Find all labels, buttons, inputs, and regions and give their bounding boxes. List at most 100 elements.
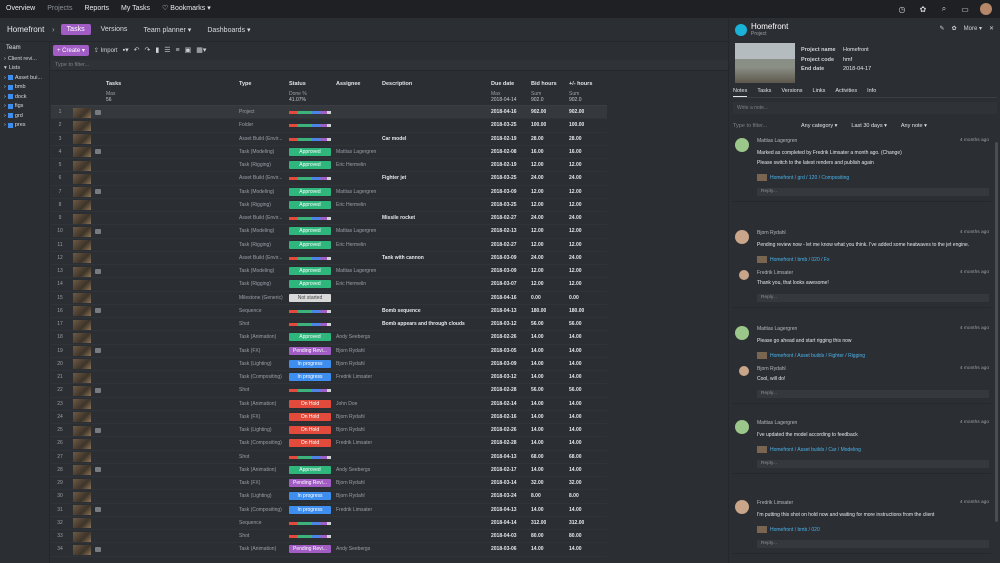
reply-input[interactable]: Reply... <box>757 188 989 196</box>
status-badge[interactable]: Approved <box>289 187 331 196</box>
due-date-cell[interactable]: 2018-03-07 <box>491 281 517 288</box>
due-date-cell[interactable]: 2018-03-05 <box>491 347 517 354</box>
tab-activities[interactable]: Activities <box>835 88 858 94</box>
bid-hours-cell[interactable]: 24.00 <box>531 215 544 221</box>
assignee-cell[interactable]: Fredrik Limsater <box>336 440 373 447</box>
assignee-cell[interactable]: Bjorn Rydahl <box>336 413 365 420</box>
due-date-cell[interactable]: 2018-04-13 <box>491 307 517 314</box>
outdent-icon[interactable]: ≡ <box>175 46 180 54</box>
description-cell[interactable]: Bomb appears and through clouds <box>382 321 465 327</box>
status-badge[interactable]: In progress <box>289 492 331 501</box>
status-badge[interactable]: Approved <box>289 161 331 169</box>
user-avatar[interactable] <box>980 3 992 15</box>
col-tasks[interactable]: Tasks <box>106 81 122 87</box>
sidebar-item-bmb[interactable]: › bmb <box>0 83 49 93</box>
table-row[interactable]: 12▾ TankAsset Build (Envir...Tank with c… <box>51 252 607 265</box>
due-date-cell[interactable]: 2018-02-26 <box>491 334 517 341</box>
due-date-cell[interactable]: 2018-04-13 <box>491 453 517 460</box>
nav-bookmarks[interactable]: ♡ Bookmarks ▾ <box>162 5 211 12</box>
gear-icon[interactable]: ✿ <box>951 26 957 32</box>
bid-hours-cell[interactable]: 56.00 <box>531 321 544 327</box>
due-date-cell[interactable]: 2018-02-27 <box>491 241 517 248</box>
table-row[interactable]: 34AnimationTask (Animation)Pending Revi.… <box>51 543 607 557</box>
edit-icon[interactable]: ✎ <box>939 26 945 32</box>
col-description[interactable]: Description <box>382 81 413 87</box>
assignee-cell[interactable]: Eric Hermelin <box>336 162 367 168</box>
calendar-icon[interactable]: ▣ <box>184 47 192 54</box>
note-icon[interactable] <box>95 109 101 115</box>
due-date-cell[interactable]: 2018-02-14 <box>491 400 517 407</box>
reply-input[interactable]: Reply... <box>757 540 989 548</box>
due-date-cell[interactable]: 2018-02-16 <box>491 413 517 420</box>
table-row[interactable]: 30LightingTask (Lighting)In progressBjor… <box>51 490 607 504</box>
status-badge[interactable]: Approved <box>289 147 331 156</box>
bid-hours-cell[interactable]: 24.00 <box>531 175 544 182</box>
table-row[interactable]: 3▾ CarAsset Build (Envir...Car model2018… <box>51 133 607 146</box>
reply-input[interactable]: Reply... <box>757 390 989 398</box>
nav-my-tasks[interactable]: My Tasks <box>121 5 151 12</box>
status-badge[interactable]: On Hold <box>289 426 331 434</box>
write-note-input[interactable]: Write a note... <box>733 102 997 114</box>
table-row[interactable]: 26CompositingTask (Compositing)On HoldFr… <box>51 437 607 451</box>
bid-hours-cell[interactable]: 12.00 <box>531 162 544 168</box>
bid-hours-cell[interactable]: 14.00 <box>531 400 544 407</box>
description-cell[interactable]: Car model <box>382 135 407 142</box>
table-row[interactable]: 10ModelingTask (Modeling)ApprovedMattias… <box>51 225 607 239</box>
assignee-cell[interactable]: Bjorn Rydahl <box>336 493 365 500</box>
status-badge[interactable]: Approved <box>289 200 331 209</box>
assignee-cell[interactable]: Bjorn Rydahl <box>336 347 365 354</box>
bid-hours-cell[interactable]: 32.00 <box>531 480 544 486</box>
save-icon[interactable]: ▪▾ <box>122 47 129 54</box>
assignee-cell[interactable]: Bjorn Rydahl <box>336 480 365 486</box>
table-row[interactable]: 13ModelingTask (Modeling)ApprovedMattias… <box>51 265 607 279</box>
table-row[interactable]: 16▾ bmbSequenceBomb sequence2018-04-1318… <box>51 305 607 318</box>
bid-hours-cell[interactable]: 312.00 <box>531 519 547 526</box>
create-button[interactable]: + Create ▾ <box>53 44 89 56</box>
status-badge[interactable]: Pending Revi... <box>289 479 331 487</box>
status-badge[interactable]: Approved <box>289 267 331 275</box>
note-icon[interactable] <box>95 467 101 473</box>
bid-hours-cell[interactable]: 12.00 <box>531 268 544 274</box>
note-icon[interactable] <box>95 348 101 353</box>
bid-hours-cell[interactable]: 100.00 <box>531 122 547 129</box>
tab-versions[interactable]: Versions <box>100 26 128 33</box>
nav-projects[interactable]: Projects <box>47 5 73 12</box>
col-bid-hours[interactable]: Bid hours <box>531 81 557 87</box>
col-plus-hours[interactable]: +/- hours <box>569 81 593 87</box>
status-badge[interactable]: On Hold <box>289 439 331 448</box>
note-icon[interactable] <box>95 387 101 393</box>
status-badge[interactable]: Approved <box>289 227 331 236</box>
bid-hours-cell[interactable]: 56.00 <box>531 387 544 394</box>
bid-hours-cell[interactable]: 80.00 <box>531 533 544 539</box>
status-badge[interactable]: Approved <box>289 240 331 249</box>
bid-hours-cell[interactable]: 12.00 <box>531 228 544 235</box>
search-icon[interactable]: ⌕ <box>941 4 947 13</box>
table-row[interactable]: 9▾ RocketAsset Build (Envir...Missile ro… <box>51 212 607 226</box>
sidebar-item-grd[interactable]: › grd <box>0 111 49 121</box>
status-badge[interactable]: Pending Revi... <box>289 545 331 554</box>
sidebar-item-client-review[interactable]: › Client revi... <box>0 54 49 64</box>
undo-icon[interactable]: ↶ <box>133 47 140 54</box>
due-date-cell[interactable]: 2018-03-14 <box>491 480 517 486</box>
tab-tasks[interactable]: Tasks <box>757 88 772 94</box>
bid-hours-cell[interactable]: 12.00 <box>531 281 544 288</box>
assignee-cell[interactable]: Eric Hermelin <box>336 281 367 288</box>
category-dropdown[interactable]: Any category ▾ <box>801 123 838 129</box>
project-breadcrumb[interactable]: Homefront <box>7 25 45 34</box>
assignee-cell[interactable]: John Doe <box>336 400 358 407</box>
table-row[interactable]: 7ModelingTask (Modeling)ApprovedMattias … <box>51 186 607 199</box>
due-date-cell[interactable]: 2018-03-09 <box>491 360 517 367</box>
due-date-cell[interactable]: 2018-03-12 <box>491 374 517 380</box>
due-date-cell[interactable]: 2018-02-26 <box>491 427 517 433</box>
due-date-cell[interactable]: 2018-02-28 <box>491 387 517 394</box>
nav-reports[interactable]: Reports <box>84 5 109 12</box>
bid-hours-cell[interactable]: 12.00 <box>531 188 544 195</box>
sidebar-item-dock[interactable]: › dock <box>0 92 49 102</box>
table-row[interactable]: 20LightingTask (Lighting)In progressBjor… <box>51 358 607 371</box>
